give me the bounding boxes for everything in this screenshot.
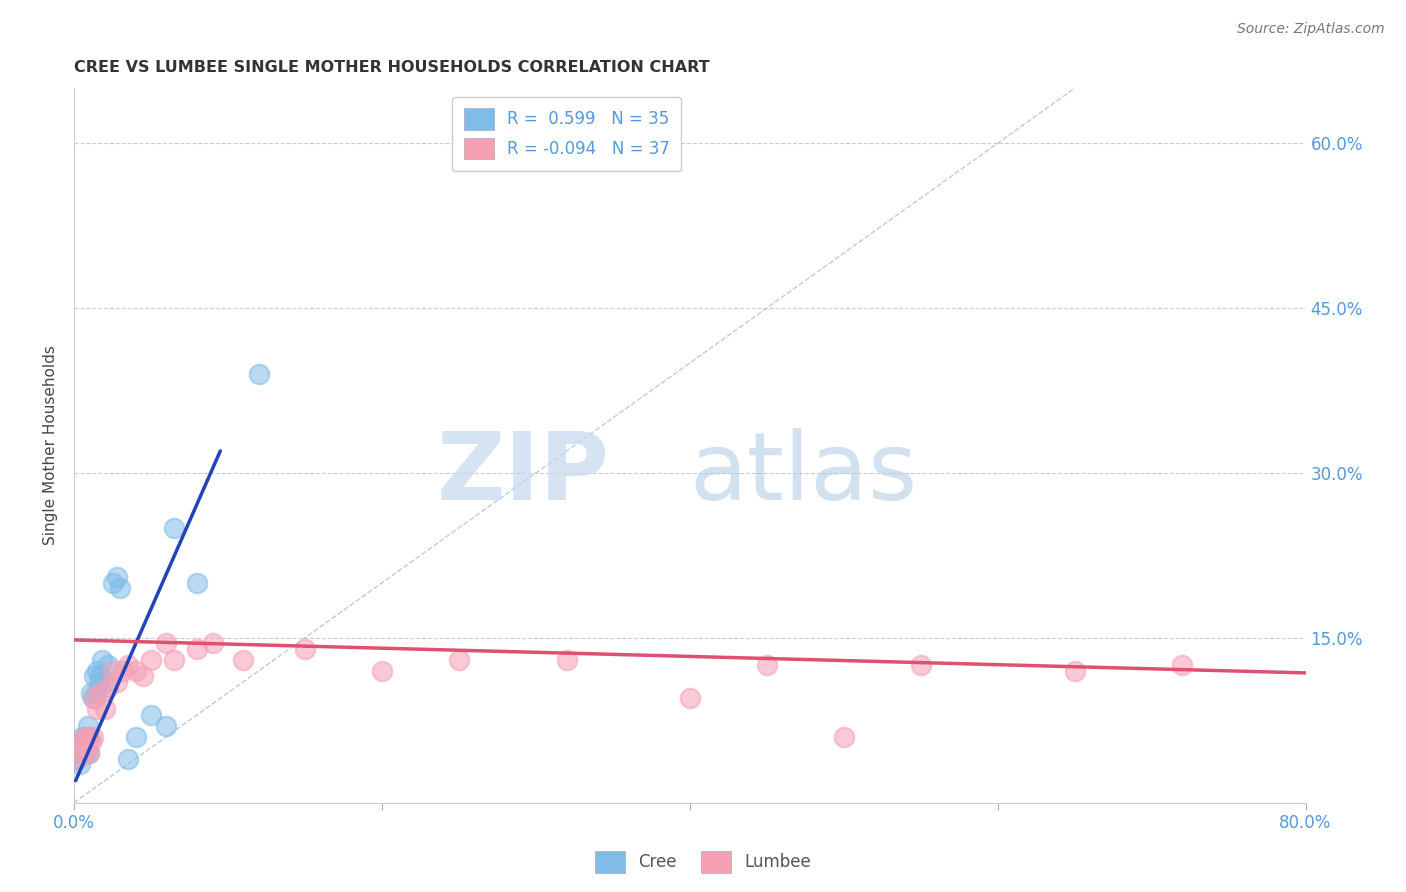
Text: atlas: atlas	[690, 428, 918, 520]
Point	[86, 702, 108, 716]
Point	[101, 575, 124, 590]
Point	[117, 751, 139, 765]
Point	[84, 686, 107, 700]
Point	[155, 636, 177, 650]
Point	[75, 735, 97, 749]
Point	[94, 674, 117, 689]
Point	[72, 735, 94, 749]
Point	[83, 691, 105, 706]
Point	[73, 730, 96, 744]
Point	[86, 664, 108, 678]
Point	[247, 367, 270, 381]
Point	[910, 658, 932, 673]
Point	[89, 669, 111, 683]
Point	[67, 746, 90, 760]
Point	[117, 658, 139, 673]
Point	[73, 740, 96, 755]
Point	[101, 664, 124, 678]
Point	[294, 641, 316, 656]
Point	[832, 730, 855, 744]
Point	[1171, 658, 1194, 673]
Point	[447, 653, 470, 667]
Point	[83, 669, 105, 683]
Y-axis label: Single Mother Households: Single Mother Households	[44, 345, 58, 545]
Point	[755, 658, 778, 673]
Point	[110, 582, 132, 596]
Point	[155, 719, 177, 733]
Text: CREE VS LUMBEE SINGLE MOTHER HOUSEHOLDS CORRELATION CHART: CREE VS LUMBEE SINGLE MOTHER HOUSEHOLDS …	[75, 60, 710, 75]
Point	[66, 751, 89, 765]
Point	[82, 691, 104, 706]
Point	[139, 653, 162, 667]
Point	[201, 636, 224, 650]
Point	[139, 707, 162, 722]
Point	[77, 719, 100, 733]
Point	[163, 521, 186, 535]
Point	[112, 664, 135, 678]
Point	[124, 730, 146, 744]
Point	[80, 735, 103, 749]
Text: ZIP: ZIP	[437, 428, 610, 520]
Point	[679, 691, 702, 706]
Point	[75, 746, 97, 760]
Point	[79, 746, 101, 760]
Point	[77, 730, 100, 744]
Point	[75, 740, 97, 755]
Point	[72, 746, 94, 760]
Point	[79, 746, 101, 760]
Point	[77, 730, 100, 744]
Legend: R =  0.599   N = 35, R = -0.094   N = 37: R = 0.599 N = 35, R = -0.094 N = 37	[451, 96, 682, 171]
Point	[89, 686, 111, 700]
Point	[94, 702, 117, 716]
Point	[105, 570, 128, 584]
Point	[555, 653, 578, 667]
Point	[97, 680, 120, 694]
Point	[79, 730, 101, 744]
Point	[1063, 664, 1085, 678]
Point	[70, 746, 93, 760]
Point	[87, 674, 110, 689]
Point	[132, 669, 155, 683]
Point	[97, 658, 120, 673]
Point	[73, 730, 96, 744]
Point	[371, 664, 394, 678]
Point	[69, 757, 91, 772]
Point	[105, 674, 128, 689]
Point	[82, 730, 104, 744]
Point	[69, 740, 91, 755]
Point	[72, 735, 94, 749]
Point	[124, 664, 146, 678]
Point	[163, 653, 186, 667]
Point	[66, 751, 89, 765]
Point	[90, 653, 112, 667]
Point	[232, 653, 254, 667]
Point	[70, 740, 93, 755]
Point	[186, 641, 208, 656]
Text: Source: ZipAtlas.com: Source: ZipAtlas.com	[1237, 22, 1385, 37]
Point	[186, 575, 208, 590]
Legend: Cree, Lumbee: Cree, Lumbee	[588, 845, 818, 880]
Point	[80, 686, 103, 700]
Point	[70, 730, 93, 744]
